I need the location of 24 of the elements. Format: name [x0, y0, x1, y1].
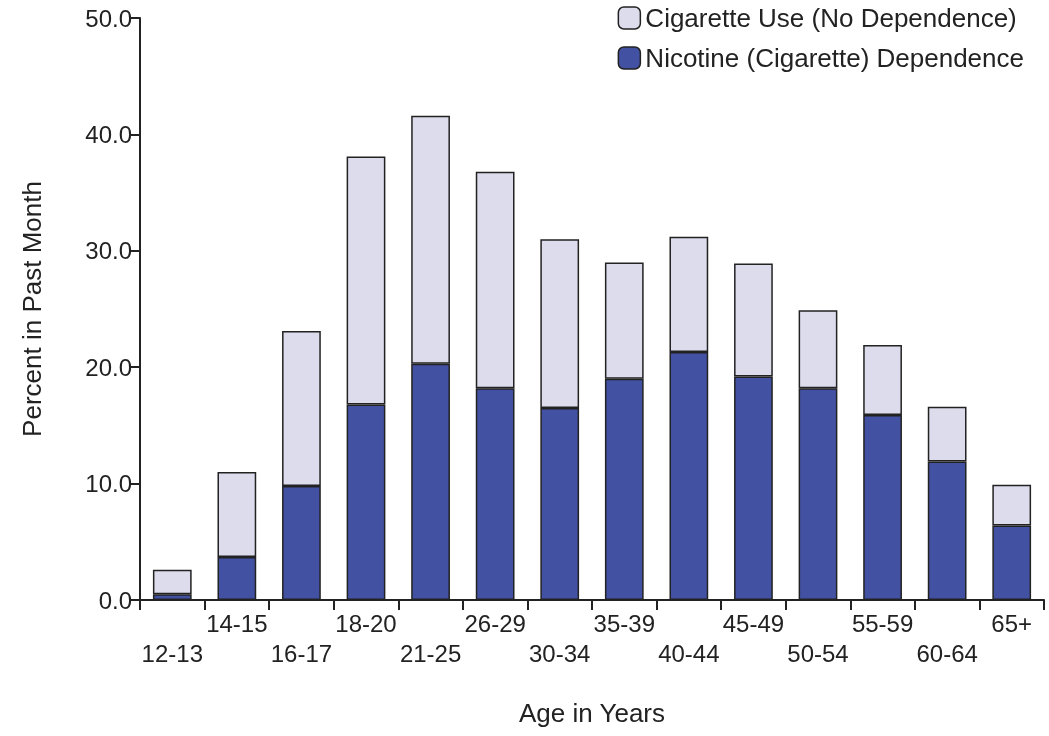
y-axis-title: Percent in Past Month — [17, 181, 47, 437]
x-tick-label: 14-15 — [206, 609, 268, 637]
x-tick-label: 12-13 — [141, 639, 203, 667]
y-tick-label: 0.0 — [98, 586, 132, 614]
x-tick-label: 18-20 — [335, 609, 397, 637]
x-tick-label: 65+ — [991, 609, 1033, 637]
x-tick-label: 30-34 — [529, 639, 591, 667]
y-tick-label: 20.0 — [85, 353, 132, 381]
y-tick-label: 10.0 — [85, 470, 132, 498]
legend-label: Cigarette Use (No Dependence) — [645, 3, 1017, 33]
x-tick-label: 40-44 — [658, 639, 720, 667]
y-tick-label: 50.0 — [85, 4, 132, 32]
x-tick-label: 26-29 — [464, 609, 526, 637]
x-tick-label: 16-17 — [270, 639, 333, 667]
y-tick-label: 40.0 — [85, 120, 132, 148]
x-tick-label: 55-59 — [851, 609, 914, 637]
x-tick-label: 35-39 — [593, 609, 655, 637]
y-tick-label: 30.0 — [85, 237, 132, 265]
x-tick-label: 21-25 — [399, 639, 462, 667]
x-axis-title: Age in Years — [518, 698, 666, 728]
x-tick-label: 50-54 — [787, 639, 849, 667]
x-tick-label: 60-64 — [916, 639, 978, 667]
x-tick-label: 45-49 — [722, 609, 785, 637]
legend-label: Nicotine (Cigarette) Dependence — [645, 43, 1025, 73]
